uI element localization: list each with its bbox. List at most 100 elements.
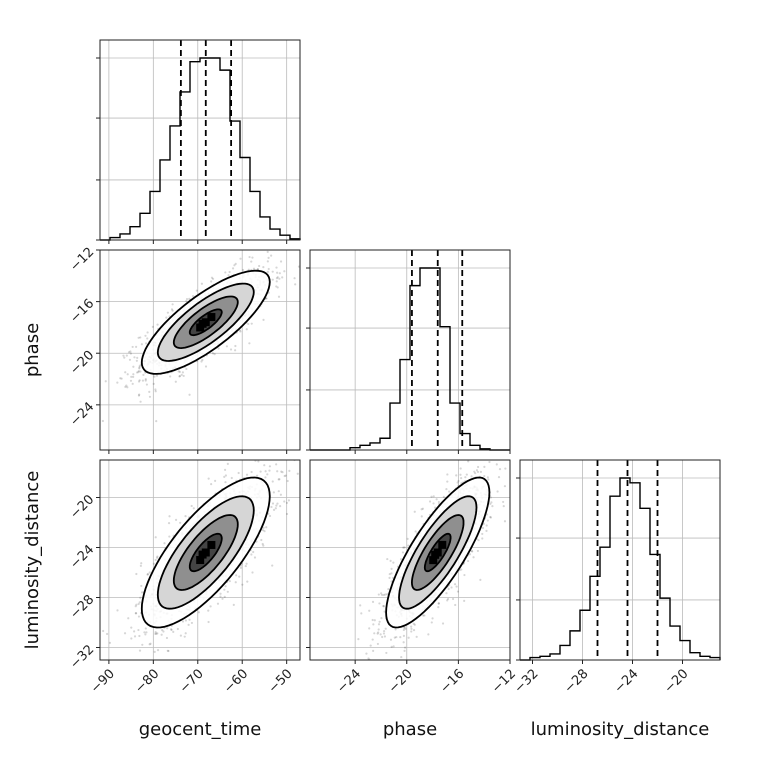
x-tick-label: −32 [512, 666, 542, 696]
scatter-point [251, 256, 254, 259]
scatter-point [489, 502, 492, 506]
scatter-point [457, 479, 460, 483]
scatter-point [456, 590, 460, 593]
scatter-panel-phase-vs-luminosity-distance: −24 −20 −16 −12 [306, 459, 519, 696]
scatter-point [281, 471, 284, 474]
scatter-point [464, 476, 467, 479]
scatter-point [219, 595, 222, 598]
scatter-point [178, 370, 181, 373]
scatter-point [502, 505, 505, 508]
scatter-point [380, 593, 384, 597]
density-peak-cell [429, 556, 438, 565]
scatter-point [146, 572, 149, 576]
density-peak-cell [198, 550, 207, 559]
scatter-point [247, 442, 249, 444]
scatter-point [137, 394, 141, 397]
scatter-point [276, 286, 279, 289]
scatter-point [130, 375, 133, 378]
scatter-point [154, 632, 157, 635]
scatter-point [296, 442, 298, 444]
scatter-point [380, 592, 383, 595]
scatter-point [184, 632, 187, 635]
scatter-point [233, 264, 236, 267]
scatter-point [238, 575, 241, 578]
scatter-point [432, 502, 435, 505]
scatter-point [271, 445, 273, 447]
scatter-point [125, 384, 128, 387]
scatter-point [200, 282, 204, 285]
scatter-point [132, 373, 135, 376]
y-tick-label: −12 [67, 245, 97, 275]
scatter-point [204, 365, 208, 368]
x-axis-label-luminosity-distance: luminosity_distance [531, 719, 710, 740]
scatter-point [367, 657, 370, 660]
scatter-point [174, 380, 177, 383]
scatter-point [168, 515, 171, 518]
scatter-point [377, 628, 380, 631]
density-peak-cell [207, 313, 216, 322]
scatter-point [496, 490, 499, 493]
x-axis-label-geocent-time: geocent_time [139, 719, 262, 740]
scatter-point [247, 268, 250, 271]
scatter-point [359, 604, 362, 607]
scatter-point [178, 375, 181, 378]
scatter-point [185, 367, 188, 371]
scatter-point [437, 602, 440, 605]
scatter-point [139, 596, 142, 599]
scatter-point [162, 630, 165, 633]
scatter-point [144, 379, 147, 382]
scatter-point [266, 250, 269, 253]
scatter-point [390, 580, 393, 583]
scatter-point [156, 649, 160, 652]
scatter-point [406, 537, 409, 540]
scatter-point [140, 584, 143, 588]
scatter-point [155, 632, 158, 635]
scatter-point [271, 270, 274, 273]
scatter-point [146, 337, 149, 340]
scatter-point [149, 642, 152, 645]
scatter-point [144, 378, 147, 381]
scatter-point [171, 303, 174, 306]
scatter-point [283, 500, 286, 503]
scatter-point [272, 491, 275, 494]
panel-content [101, 250, 300, 423]
scatter-point [139, 564, 142, 567]
scatter-point [372, 623, 375, 626]
scatter-point [154, 558, 157, 562]
scatter-point [498, 468, 502, 471]
scatter-point [154, 631, 157, 634]
y-tick-label: −24 [67, 400, 97, 430]
scatter-point [170, 628, 173, 631]
scatter-point [384, 593, 387, 596]
panel-content [102, 442, 299, 653]
scatter-point [139, 400, 142, 403]
x-tick-label: −12 [489, 666, 519, 696]
scatter-point [130, 637, 133, 640]
scatter-point [210, 280, 213, 283]
scatter-point [430, 495, 433, 498]
scatter-point [415, 635, 418, 638]
scatter-point [137, 602, 140, 606]
scatter-point [144, 334, 147, 337]
scatter-point [137, 369, 140, 373]
scatter-point [275, 266, 278, 269]
scatter-point [446, 599, 449, 602]
scatter-point [167, 522, 171, 525]
scatter-point [481, 526, 485, 530]
scatter-point [190, 621, 194, 625]
scatter-point [446, 597, 450, 601]
x-tick-label: −24 [612, 666, 642, 696]
scatter-point [221, 597, 224, 600]
scatter-point [154, 536, 157, 539]
scatter-point [129, 379, 133, 382]
scatter-point [383, 610, 386, 613]
scatter-point [192, 507, 195, 510]
scatter-point [437, 500, 440, 504]
scatter-point [412, 622, 415, 625]
scatter-point [382, 593, 385, 597]
scatter-point [255, 540, 258, 543]
scatter-point [371, 618, 374, 622]
scatter-point [432, 495, 435, 498]
scatter-point [138, 649, 142, 652]
histogram-step [100, 57, 301, 241]
